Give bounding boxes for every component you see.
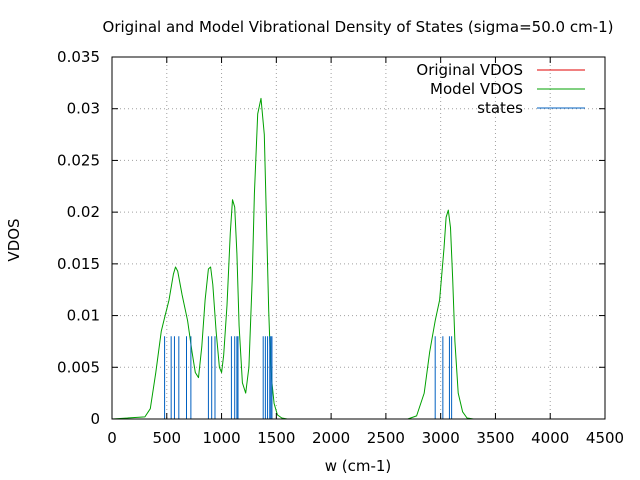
x-tick-label: 1500 xyxy=(257,429,295,447)
legend-label: Model VDOS xyxy=(430,80,523,98)
axis-ticks xyxy=(111,56,606,420)
plot-frame xyxy=(111,56,606,420)
y-tick-label: 0.025 xyxy=(57,151,100,169)
y-tick-label: 0.02 xyxy=(67,203,100,221)
x-tick-label: 4500 xyxy=(586,429,624,447)
y-tick-labels: 0 0.005 0.01 0.015 0.02 0.025 0.03 0.035 xyxy=(57,48,100,428)
y-tick-label: 0.01 xyxy=(67,307,100,325)
y-tick-label: 0.035 xyxy=(57,48,100,66)
x-tick-label: 3500 xyxy=(476,429,514,447)
x-tick-label: 1000 xyxy=(202,429,240,447)
y-axis-label: VDOS xyxy=(5,218,23,261)
legend-label: Original VDOS xyxy=(416,61,523,79)
x-tick-label: 4000 xyxy=(531,429,569,447)
y-tick-label: 0.03 xyxy=(67,100,100,118)
chart-title: Original and Model Vibrational Density o… xyxy=(103,18,614,36)
x-tick-label: 500 xyxy=(152,429,181,447)
x-tick-label: 0 xyxy=(107,429,117,447)
y-tick-label: 0 xyxy=(90,410,100,428)
legend-label: states xyxy=(477,99,523,117)
plot-series xyxy=(111,97,605,420)
x-tick-label: 3000 xyxy=(422,429,460,447)
y-tick-label: 0.005 xyxy=(57,358,100,376)
x-axis-label: w (cm-1) xyxy=(325,457,392,475)
model-vdos-line xyxy=(111,97,605,420)
x-tick-labels: 0 500 1000 1500 2000 2500 3000 3500 4000 4500 xyxy=(107,429,624,447)
x-tick-label: 2500 xyxy=(367,429,405,447)
x-tick-label: 2000 xyxy=(312,429,350,447)
grid-lines xyxy=(112,57,605,419)
y-tick-label: 0.015 xyxy=(57,255,100,273)
